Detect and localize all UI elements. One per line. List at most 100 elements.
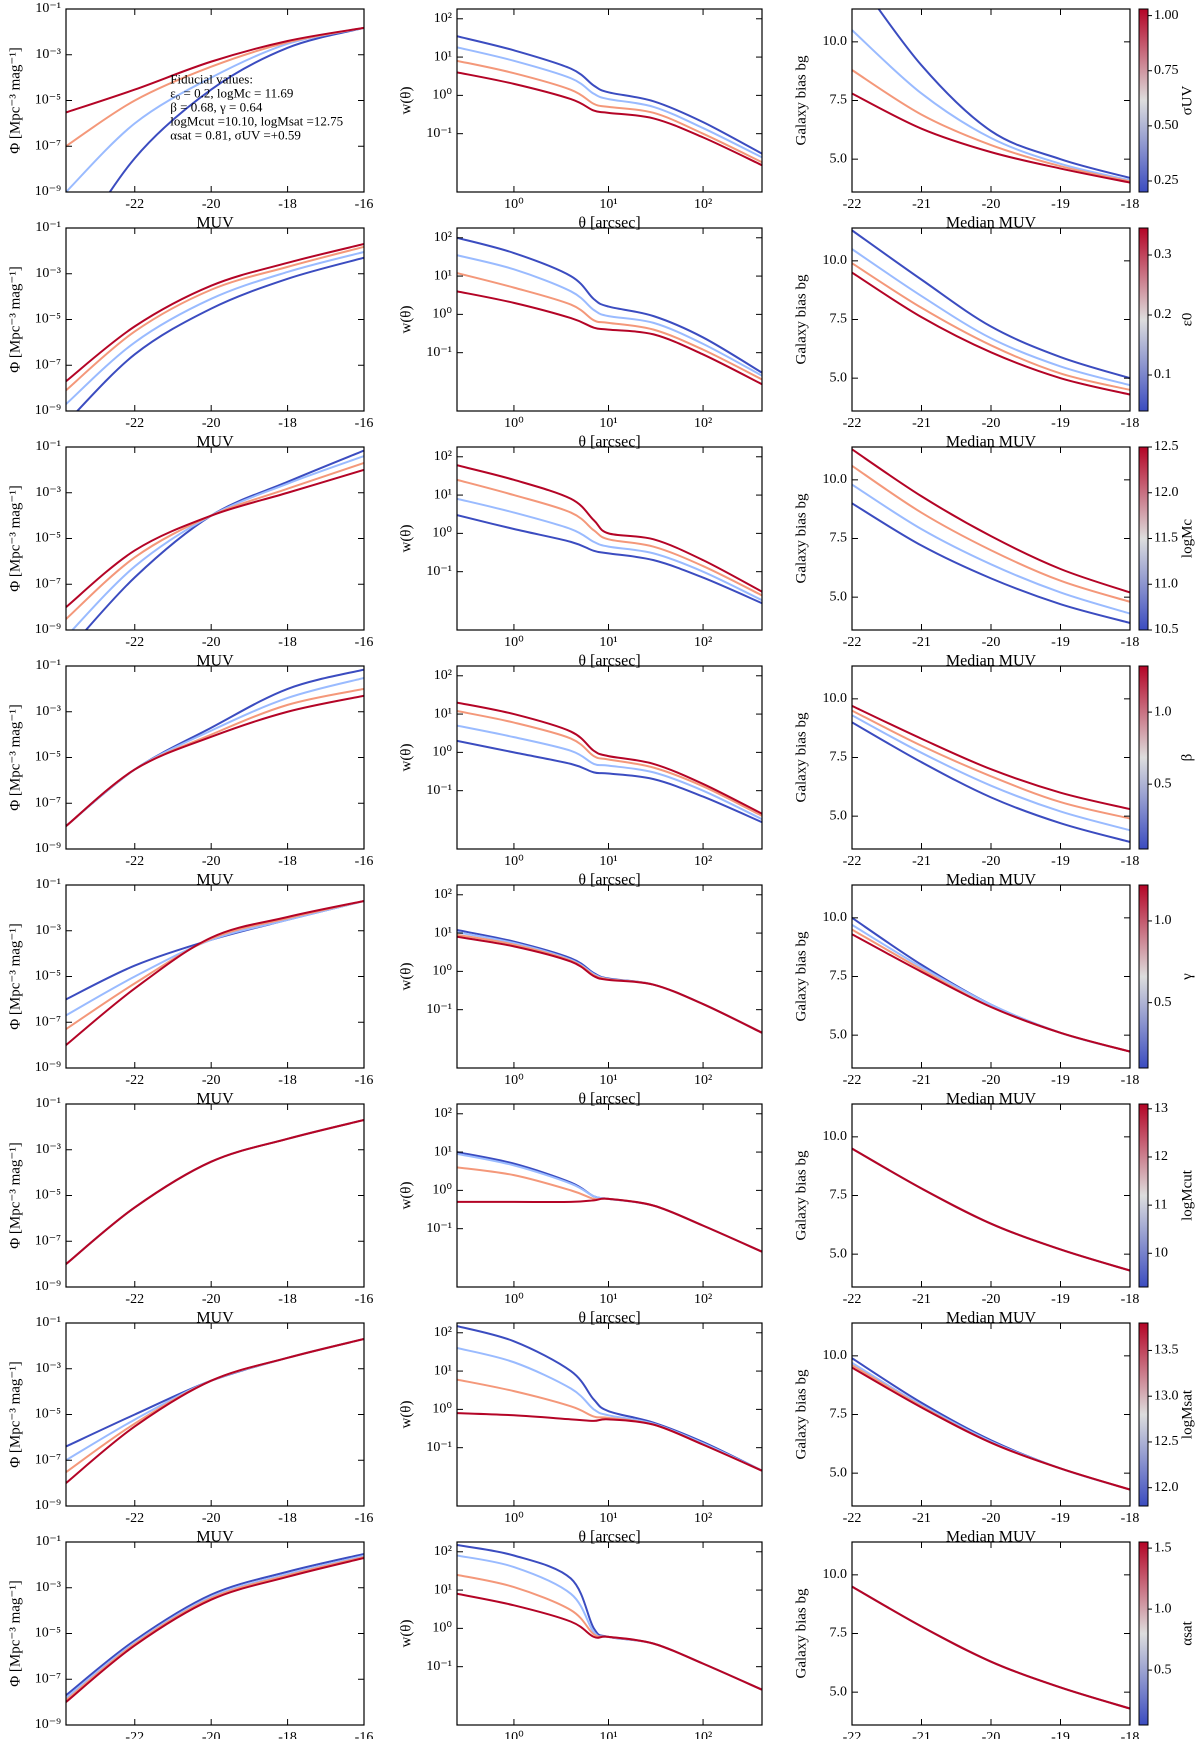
y-tick-label: 10⁻⁷ <box>35 1014 61 1029</box>
y-tick-label: 10⁰ <box>432 1183 452 1198</box>
curve <box>457 929 762 1034</box>
curve <box>66 1338 364 1462</box>
curve <box>852 448 1130 594</box>
x-axis-label: MUV <box>196 872 234 889</box>
x-axis-label: MUV <box>196 215 234 232</box>
x-tick-label: -18 <box>278 1511 297 1526</box>
y-tick-label: 10² <box>434 887 452 902</box>
curve <box>66 687 364 827</box>
x-tick-label: -21 <box>912 1511 931 1526</box>
x-tick-label: -18 <box>1121 197 1140 212</box>
x-tick-label: -22 <box>843 416 862 431</box>
y-tick-label: 10² <box>434 11 452 26</box>
curve <box>457 478 762 597</box>
curve <box>877 9 1130 179</box>
axes-frame <box>456 1103 763 1288</box>
x-tick-label: -22 <box>843 1511 862 1526</box>
y-tick-label: 10⁻⁹ <box>35 403 61 418</box>
curve <box>457 1544 762 1691</box>
y-tick-label: 10⁻⁵ <box>35 969 61 984</box>
curves <box>66 668 364 827</box>
curves <box>852 1147 1130 1272</box>
panel: 10⁰ 10¹ 10² 10⁻¹ 10⁰ 10¹ 10² θ [arcsec] w(θ) <box>398 227 763 451</box>
y-tick-label: 10⁻⁵ <box>35 1626 61 1641</box>
y-tick-label: 10¹ <box>434 49 452 64</box>
x-axis-label: MUV <box>196 434 234 451</box>
x-tick-label: -18 <box>1121 1292 1140 1307</box>
colorbar-tick-label: 12 <box>1154 1149 1168 1164</box>
curve <box>75 256 364 411</box>
y-tick-label: 10.0 <box>823 1348 848 1363</box>
x-tick-label: 10⁰ <box>504 416 524 431</box>
y-tick-label: 10⁻¹ <box>35 658 61 673</box>
colorbar-tick-label: 10.5 <box>1154 622 1179 637</box>
curve <box>66 1556 364 1702</box>
y-tick-label: 10⁻⁵ <box>35 531 61 546</box>
colorbar <box>1138 884 1149 1069</box>
curve <box>66 1338 364 1474</box>
colorbar-label: αsat <box>1179 1620 1195 1645</box>
y-tick-label: 7.5 <box>830 1626 848 1641</box>
y-axis-label: Galaxy bias bg <box>793 1588 809 1678</box>
axes-frame <box>851 8 1131 193</box>
x-tick-label: 10⁰ <box>504 197 524 212</box>
x-tick-label: -16 <box>355 197 374 212</box>
panel: 10⁰ 10¹ 10² 10⁻¹ 10⁰ 10¹ 10² θ [arcsec] w(θ) <box>398 665 763 889</box>
x-tick-label: -19 <box>1051 1292 1070 1307</box>
y-axis-label: Galaxy bias bg <box>793 1369 809 1459</box>
curve <box>852 709 1130 820</box>
y-tick-label: 10⁻⁵ <box>35 750 61 765</box>
y-axis-label: Galaxy bias bg <box>793 1150 809 1240</box>
axes-frame <box>65 665 365 850</box>
x-tick-label: -16 <box>355 635 374 650</box>
x-tick-label: -16 <box>355 1073 374 1088</box>
y-tick-label: 10⁻¹ <box>426 1440 452 1455</box>
curve <box>852 1585 1130 1710</box>
x-tick-label: -20 <box>202 635 221 650</box>
x-tick-label: 10⁰ <box>504 1292 524 1307</box>
y-tick-label: 10⁻¹ <box>35 1534 61 1549</box>
curve <box>457 272 762 381</box>
y-tick-label: 10.0 <box>823 1567 848 1582</box>
curve <box>457 1166 762 1253</box>
curve <box>84 449 364 630</box>
curve <box>66 1552 364 1697</box>
x-tick-label: 10⁰ <box>504 854 524 869</box>
curve <box>852 1585 1130 1710</box>
y-axis-label: Galaxy bias bg <box>793 493 809 583</box>
colorbar-label: logMc <box>1179 519 1195 559</box>
curves <box>457 929 762 1034</box>
x-tick-label: 10² <box>694 635 712 650</box>
colorbar-tick-label: 11.0 <box>1154 576 1178 591</box>
x-tick-label: -19 <box>1051 1730 1070 1739</box>
y-axis-label: Φ [Mpc⁻³ mag⁻¹] <box>7 1142 23 1249</box>
y-tick-label: 10.0 <box>823 691 848 706</box>
x-tick-label: -22 <box>843 197 862 212</box>
axes-frame <box>851 227 1131 412</box>
curve <box>457 35 762 155</box>
y-tick-label: 10² <box>434 1544 452 1559</box>
x-axis-label: θ [arcsec] <box>578 653 640 670</box>
panel: 10⁰ 10¹ 10² 10⁻¹ 10⁰ 10¹ 10² θ [arcsec] w(θ) <box>398 1103 763 1327</box>
x-axis-label: θ [arcsec] <box>578 434 640 451</box>
curve <box>66 26 364 114</box>
y-tick-label: 10⁻¹ <box>35 439 61 454</box>
colorbar-tick-label: 12.5 <box>1154 1434 1179 1449</box>
x-tick-label: -18 <box>278 1730 297 1739</box>
curve <box>852 1147 1130 1272</box>
curve <box>457 701 762 815</box>
curves <box>66 449 364 630</box>
y-tick-label: 10⁻³ <box>35 266 61 281</box>
curve <box>66 668 364 827</box>
axes-frame <box>456 8 763 193</box>
y-tick-label: 5.0 <box>830 1465 848 1480</box>
y-tick-label: 10⁻⁷ <box>35 576 61 591</box>
colorbar-tick-label: 1.0 <box>1154 1601 1172 1616</box>
x-tick-label: 10⁰ <box>504 1730 524 1739</box>
y-axis-label: w(θ) <box>398 305 414 333</box>
panel: 10⁰ 10¹ 10² 10⁻¹ 10⁰ 10¹ 10² θ [arcsec] w(θ) <box>398 8 763 232</box>
x-tick-label: -22 <box>843 854 862 869</box>
y-tick-label: 5.0 <box>830 808 848 823</box>
